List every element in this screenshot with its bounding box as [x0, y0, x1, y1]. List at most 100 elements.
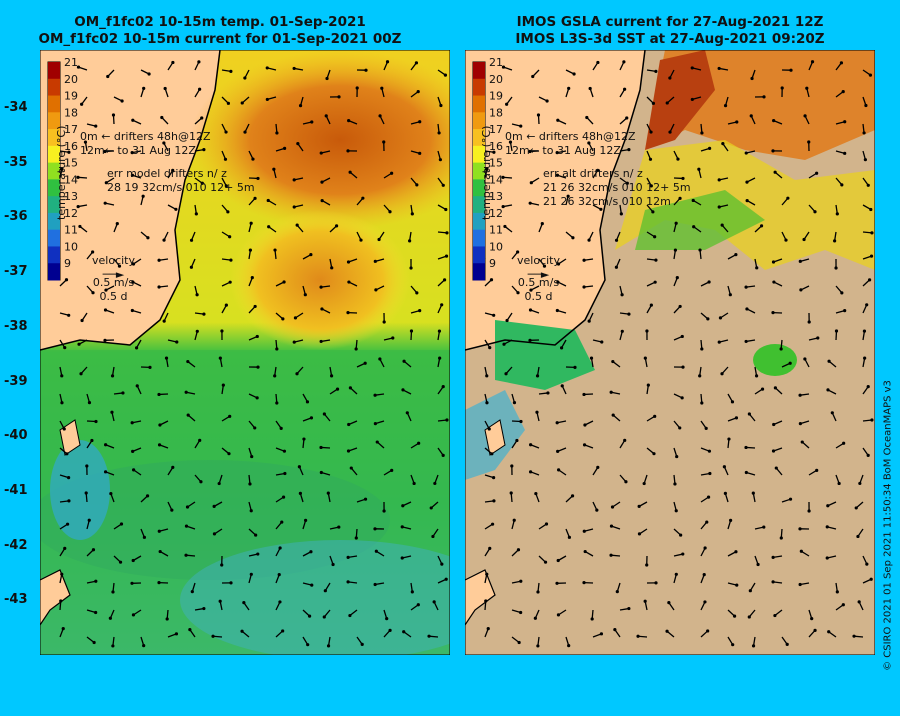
- current-arrow-head: [279, 546, 282, 549]
- current-arrow-head: [643, 482, 646, 485]
- current-arrow-head: [299, 104, 302, 107]
- current-arrow-head: [665, 630, 668, 633]
- current-arrow-head: [707, 280, 710, 283]
- current-arrow-head: [724, 104, 727, 107]
- lat-tick-label: -41: [4, 483, 28, 498]
- current-arrow-head: [142, 644, 145, 647]
- current-arrow-head: [111, 374, 114, 377]
- current-arrow-head: [401, 525, 404, 528]
- current-arrow-head: [718, 178, 721, 181]
- current-arrow-head: [772, 280, 775, 283]
- current-arrow-head: [190, 239, 193, 242]
- current-arrow-head: [417, 442, 420, 445]
- current-arrow-head: [744, 446, 747, 449]
- current-arrow-head: [488, 427, 491, 430]
- current-arrow-head: [171, 61, 174, 64]
- current-arrow-head: [306, 643, 309, 646]
- current-arrow-head: [729, 519, 732, 522]
- current-arrow-head: [627, 607, 630, 610]
- current-arrow-head: [798, 394, 801, 397]
- current-arrow-head: [119, 561, 122, 564]
- current-arrow-head: [415, 291, 418, 294]
- current-arrow-head: [382, 509, 385, 512]
- current-arrow-head: [347, 423, 350, 426]
- current-arrow-head: [556, 119, 559, 122]
- current-arrow-head: [275, 131, 278, 134]
- current-arrow-head: [330, 374, 333, 377]
- current-arrow-head: [94, 580, 97, 583]
- current-arrow-head: [691, 98, 694, 101]
- current-arrow-head: [678, 426, 681, 429]
- current-arrow-head: [774, 171, 777, 174]
- current-arrow-head: [596, 61, 599, 64]
- current-arrow-head: [750, 114, 753, 117]
- current-arrow-head: [700, 347, 703, 350]
- current-arrow-head: [826, 504, 829, 507]
- current-arrow-head: [402, 630, 405, 633]
- current-arrow-head: [229, 70, 232, 73]
- current-arrow-head: [534, 617, 537, 620]
- left-map-title: OM_f1fc02 10-15m temp. 01-Sep-2021 OM_f1…: [0, 14, 440, 48]
- current-arrow-head: [731, 643, 734, 646]
- current-arrow-head: [719, 316, 722, 319]
- err-line1: err alt drifters n/ z: [543, 167, 691, 181]
- current-arrow-head: [651, 210, 654, 213]
- current-arrow-head: [219, 600, 222, 603]
- current-arrow-head: [647, 384, 650, 387]
- current-arrow-head: [229, 581, 232, 584]
- current-arrow-head: [348, 614, 351, 617]
- current-arrow-head: [865, 303, 868, 306]
- current-arrow-head: [250, 509, 253, 512]
- current-arrow-head: [388, 210, 391, 213]
- current-arrow-head: [870, 578, 873, 581]
- current-arrow-head: [536, 374, 539, 377]
- current-arrow-head: [146, 236, 149, 239]
- colorbar-swatch: [473, 246, 485, 263]
- current-arrow-head: [228, 415, 231, 418]
- current-arrow-head: [698, 248, 701, 251]
- current-arrow-head: [323, 615, 326, 618]
- current-arrow-head: [816, 336, 819, 339]
- current-arrow-head: [625, 116, 628, 119]
- current-arrow-head: [120, 99, 123, 102]
- current-arrow-head: [721, 142, 724, 145]
- current-arrow-head: [644, 600, 647, 603]
- current-arrow-head: [373, 394, 376, 397]
- current-arrow-head: [595, 509, 598, 512]
- current-arrow-head: [813, 210, 816, 213]
- current-arrow-head: [417, 90, 420, 93]
- current-arrow-head: [253, 426, 256, 429]
- current-arrow-head: [834, 266, 837, 269]
- current-arrow-head: [142, 87, 145, 90]
- current-arrow-head: [808, 320, 811, 323]
- current-arrow-head: [488, 547, 491, 550]
- colorbar-tick-label: 20: [64, 73, 78, 86]
- current-arrow-head: [529, 443, 532, 446]
- current-arrow-head: [409, 266, 412, 269]
- current-arrow-head: [330, 266, 333, 269]
- current-arrow-head: [224, 158, 227, 161]
- current-arrow-head: [410, 329, 413, 332]
- current-arrow-head: [406, 411, 409, 414]
- current-arrow-head: [132, 613, 135, 616]
- current-arrow-head: [77, 343, 80, 346]
- current-arrow-head: [148, 366, 151, 369]
- current-arrow-head: [325, 114, 328, 117]
- current-arrow-head: [304, 519, 307, 522]
- current-arrow-head: [359, 238, 362, 241]
- current-arrow-head: [490, 278, 493, 281]
- current-arrow-head: [120, 522, 123, 525]
- current-arrow-head: [401, 556, 404, 559]
- current-arrow-head: [490, 452, 493, 455]
- current-arrow-head: [755, 266, 758, 269]
- current-arrow-head: [555, 582, 558, 585]
- current-arrow-head: [868, 278, 871, 281]
- current-arrow-head: [510, 464, 513, 467]
- current-arrow-head: [724, 492, 727, 495]
- current-arrow-head: [364, 69, 367, 72]
- current-arrow-head: [111, 644, 114, 647]
- current-arrow-head: [681, 396, 684, 399]
- lat-tick-label: -35: [4, 155, 28, 170]
- current-arrow-head: [771, 311, 774, 314]
- current-arrow-head: [293, 205, 296, 208]
